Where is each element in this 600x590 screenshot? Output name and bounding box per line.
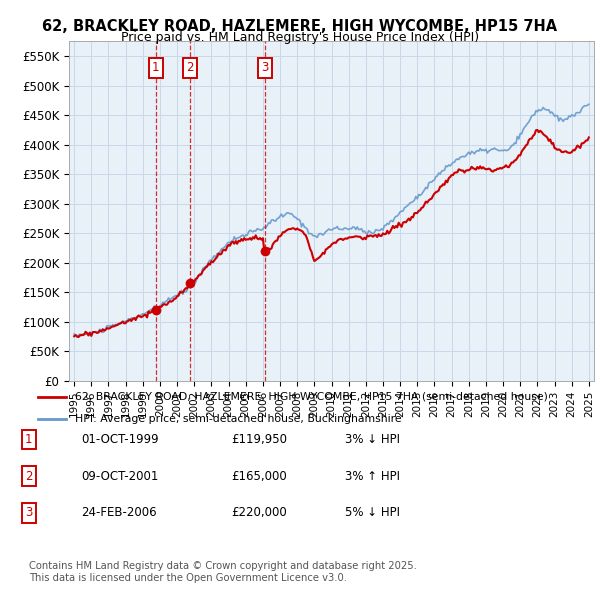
Text: 24-FEB-2006: 24-FEB-2006 (81, 506, 157, 519)
Text: 01-OCT-1999: 01-OCT-1999 (81, 433, 158, 446)
Text: 2: 2 (186, 61, 194, 74)
Text: Contains HM Land Registry data © Crown copyright and database right 2025.
This d: Contains HM Land Registry data © Crown c… (29, 561, 416, 583)
Text: 09-OCT-2001: 09-OCT-2001 (81, 470, 158, 483)
Text: Price paid vs. HM Land Registry's House Price Index (HPI): Price paid vs. HM Land Registry's House … (121, 31, 479, 44)
Text: 3: 3 (25, 506, 32, 519)
Text: 1: 1 (25, 433, 32, 446)
Text: 1: 1 (152, 61, 160, 74)
Text: 62, BRACKLEY ROAD, HAZLEMERE, HIGH WYCOMBE, HP15 7HA: 62, BRACKLEY ROAD, HAZLEMERE, HIGH WYCOM… (43, 19, 557, 34)
Text: £220,000: £220,000 (231, 506, 287, 519)
Text: 2: 2 (25, 470, 32, 483)
Text: 62, BRACKLEY ROAD, HAZLEMERE, HIGH WYCOMBE, HP15 7HA (semi-detached house): 62, BRACKLEY ROAD, HAZLEMERE, HIGH WYCOM… (74, 392, 548, 402)
Text: 3% ↑ HPI: 3% ↑ HPI (345, 470, 400, 483)
Text: £165,000: £165,000 (231, 470, 287, 483)
Text: 5% ↓ HPI: 5% ↓ HPI (345, 506, 400, 519)
Text: £119,950: £119,950 (231, 433, 287, 446)
Text: 3% ↓ HPI: 3% ↓ HPI (345, 433, 400, 446)
Text: HPI: Average price, semi-detached house, Buckinghamshire: HPI: Average price, semi-detached house,… (74, 414, 401, 424)
Text: 3: 3 (261, 61, 269, 74)
